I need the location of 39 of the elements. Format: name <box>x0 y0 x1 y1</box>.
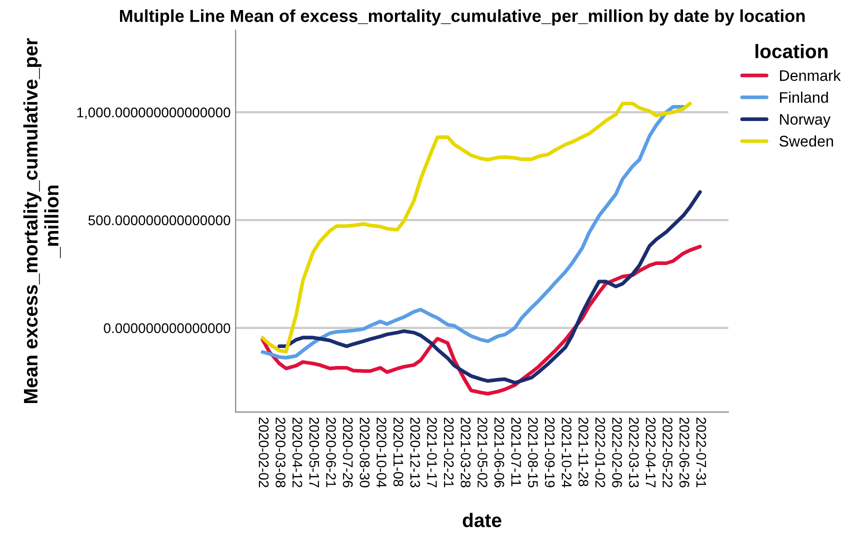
x-tick-label: 2022-03-13 <box>628 418 639 488</box>
x-tick-label: 2021-03-28 <box>460 418 471 488</box>
x-tick-label: 2020-02-02 <box>258 418 269 488</box>
x-tick-label: 2020-07-26 <box>342 418 353 488</box>
y-tick-label: 1,000.000000000000000 <box>77 108 230 120</box>
x-tick-label: 2021-06-06 <box>494 418 504 488</box>
x-tick-label: 2022-05-22 <box>662 418 672 488</box>
x-tick-label: 2021-09-19 <box>544 418 555 488</box>
x-tick-label: 2021-01-17 <box>427 418 437 488</box>
x-tick-label: 2022-06-26 <box>679 418 690 488</box>
chart-title: Multiple Line Mean of excess_mortality_cumulative_per_million by date by location <box>120 9 805 26</box>
x-tick-label: 2020-08-30 <box>360 418 370 488</box>
legend-title: location <box>756 44 828 58</box>
y-tick-label: 0.000000000000000 <box>104 323 230 334</box>
x-tick-label: 2021-08-15 <box>528 418 538 488</box>
x-tick-label: 2020-12-13 <box>410 418 420 488</box>
x-tick-label: 2021-07-11 <box>511 418 522 486</box>
x-tick-label: 2022-01-02 <box>595 418 606 488</box>
x-tick-label: 2022-07-31 <box>696 418 706 488</box>
x-axis-title: date <box>462 512 502 528</box>
y-tick-label: 500.000000000000000 <box>88 215 230 226</box>
x-tick-label: 2021-10-24 <box>562 418 572 488</box>
x-tick-label: 2020-06-21 <box>326 418 336 488</box>
x-tick-label: 2020-05-17 <box>309 418 320 488</box>
x-tick-label: 2020-04-12 <box>292 418 302 488</box>
x-tick-label: 2022-02-06 <box>612 418 622 488</box>
y-axis-title: Mean excess_mortality_cumulative_per _million <box>23 38 61 404</box>
x-tick-label: 2020-03-08 <box>276 418 286 488</box>
x-tick-label: 2022-04-17 <box>646 418 656 488</box>
legend-label: Denmark <box>780 70 841 81</box>
x-tick-label: 2020-10-04 <box>376 418 386 488</box>
legend-label: Norway <box>780 114 831 128</box>
x-tick-label: 2021-11-28 <box>578 418 588 486</box>
x-tick-label: 2021-02-21 <box>444 418 454 488</box>
x-tick-label: 2020-11-08 <box>393 418 404 486</box>
legend-label: Sweden <box>779 135 834 147</box>
line-series <box>278 190 702 384</box>
legend-label: Finland <box>780 92 828 103</box>
x-tick-label: 2021-05-02 <box>478 418 488 488</box>
